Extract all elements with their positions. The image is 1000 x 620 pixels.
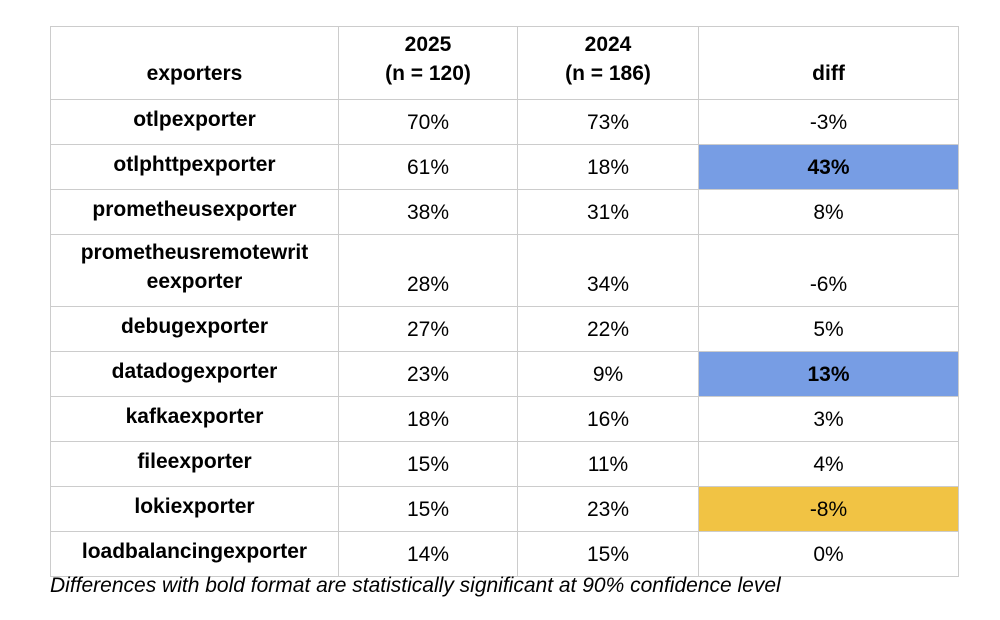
value-diff-cell: 3%: [698, 395, 959, 442]
exporter-name-cell: kafkaexporter: [50, 395, 339, 442]
exporter-name-cell: otlphttpexporter: [50, 143, 339, 190]
table-row: datadogexporter 23% 9% 13%: [50, 350, 959, 397]
table-header: exporters 2025 (n = 120) 2024 (n = 186) …: [50, 26, 959, 100]
table-row: otlpexporter 70% 73% -3%: [50, 98, 959, 145]
value-2024-cell: 11%: [517, 440, 699, 487]
value-diff-cell: -8%: [698, 485, 959, 532]
value-diff-cell: 5%: [698, 305, 959, 352]
value-diff-cell: 13%: [698, 350, 959, 397]
value-2025-cell: 27%: [338, 305, 518, 352]
value-diff-cell: 0%: [698, 530, 959, 577]
exporter-name-cell: debugexporter: [50, 305, 339, 352]
value-2024-cell: 18%: [517, 143, 699, 190]
value-2025-cell: 61%: [338, 143, 518, 190]
table-row: lokiexporter 15% 23% -8%: [50, 485, 959, 532]
value-2025-cell: 38%: [338, 188, 518, 235]
exporter-name-cell: datadogexporter: [50, 350, 339, 397]
table-row: debugexporter 27% 22% 5%: [50, 305, 959, 352]
table-row: fileexporter 15% 11% 4%: [50, 440, 959, 487]
value-2025-cell: 18%: [338, 395, 518, 442]
value-diff-cell: 43%: [698, 143, 959, 190]
value-diff-cell: -6%: [698, 233, 959, 307]
exporter-name-cell: loadbalancingexporter: [50, 530, 339, 577]
exporter-name-cell: prometheusexporter: [50, 188, 339, 235]
header-row: exporters 2025 (n = 120) 2024 (n = 186) …: [50, 26, 959, 100]
value-2024-cell: 34%: [517, 233, 699, 307]
value-2024-cell: 73%: [517, 98, 699, 145]
exporters-usage-table: exporters 2025 (n = 120) 2024 (n = 186) …: [50, 26, 959, 577]
value-2024-cell: 31%: [517, 188, 699, 235]
value-2025-cell: 28%: [338, 233, 518, 307]
value-2024-cell: 23%: [517, 485, 699, 532]
table-body: otlpexporter 70% 73% -3% otlphttpexporte…: [50, 98, 959, 577]
exporters-table-container: exporters 2025 (n = 120) 2024 (n = 186) …: [50, 26, 959, 577]
value-2025-cell: 70%: [338, 98, 518, 145]
exporter-name-cell: prometheusremotewrit eexporter: [50, 233, 339, 307]
value-2024-cell: 15%: [517, 530, 699, 577]
table-row: otlphttpexporter 61% 18% 43%: [50, 143, 959, 190]
value-2025-cell: 23%: [338, 350, 518, 397]
exporter-name-cell: otlpexporter: [50, 98, 339, 145]
value-2024-cell: 9%: [517, 350, 699, 397]
value-2024-cell: 16%: [517, 395, 699, 442]
exporter-name-cell: fileexporter: [50, 440, 339, 487]
column-header-exporters: exporters: [50, 26, 339, 100]
column-header-2025: 2025 (n = 120): [338, 26, 518, 100]
table-row: prometheusexporter 38% 31% 8%: [50, 188, 959, 235]
value-diff-cell: 4%: [698, 440, 959, 487]
value-2025-cell: 15%: [338, 485, 518, 532]
value-diff-cell: -3%: [698, 98, 959, 145]
table-row: loadbalancingexporter 14% 15% 0%: [50, 530, 959, 577]
column-header-2024: 2024 (n = 186): [517, 26, 699, 100]
value-2025-cell: 15%: [338, 440, 518, 487]
exporter-name-cell: lokiexporter: [50, 485, 339, 532]
value-2025-cell: 14%: [338, 530, 518, 577]
value-2024-cell: 22%: [517, 305, 699, 352]
value-diff-cell: 8%: [698, 188, 959, 235]
significance-footnote: Differences with bold format are statist…: [50, 574, 781, 597]
column-header-diff: diff: [698, 26, 959, 100]
table-row: prometheusremotewrit eexporter 28% 34% -…: [50, 233, 959, 307]
table-row: kafkaexporter 18% 16% 3%: [50, 395, 959, 442]
